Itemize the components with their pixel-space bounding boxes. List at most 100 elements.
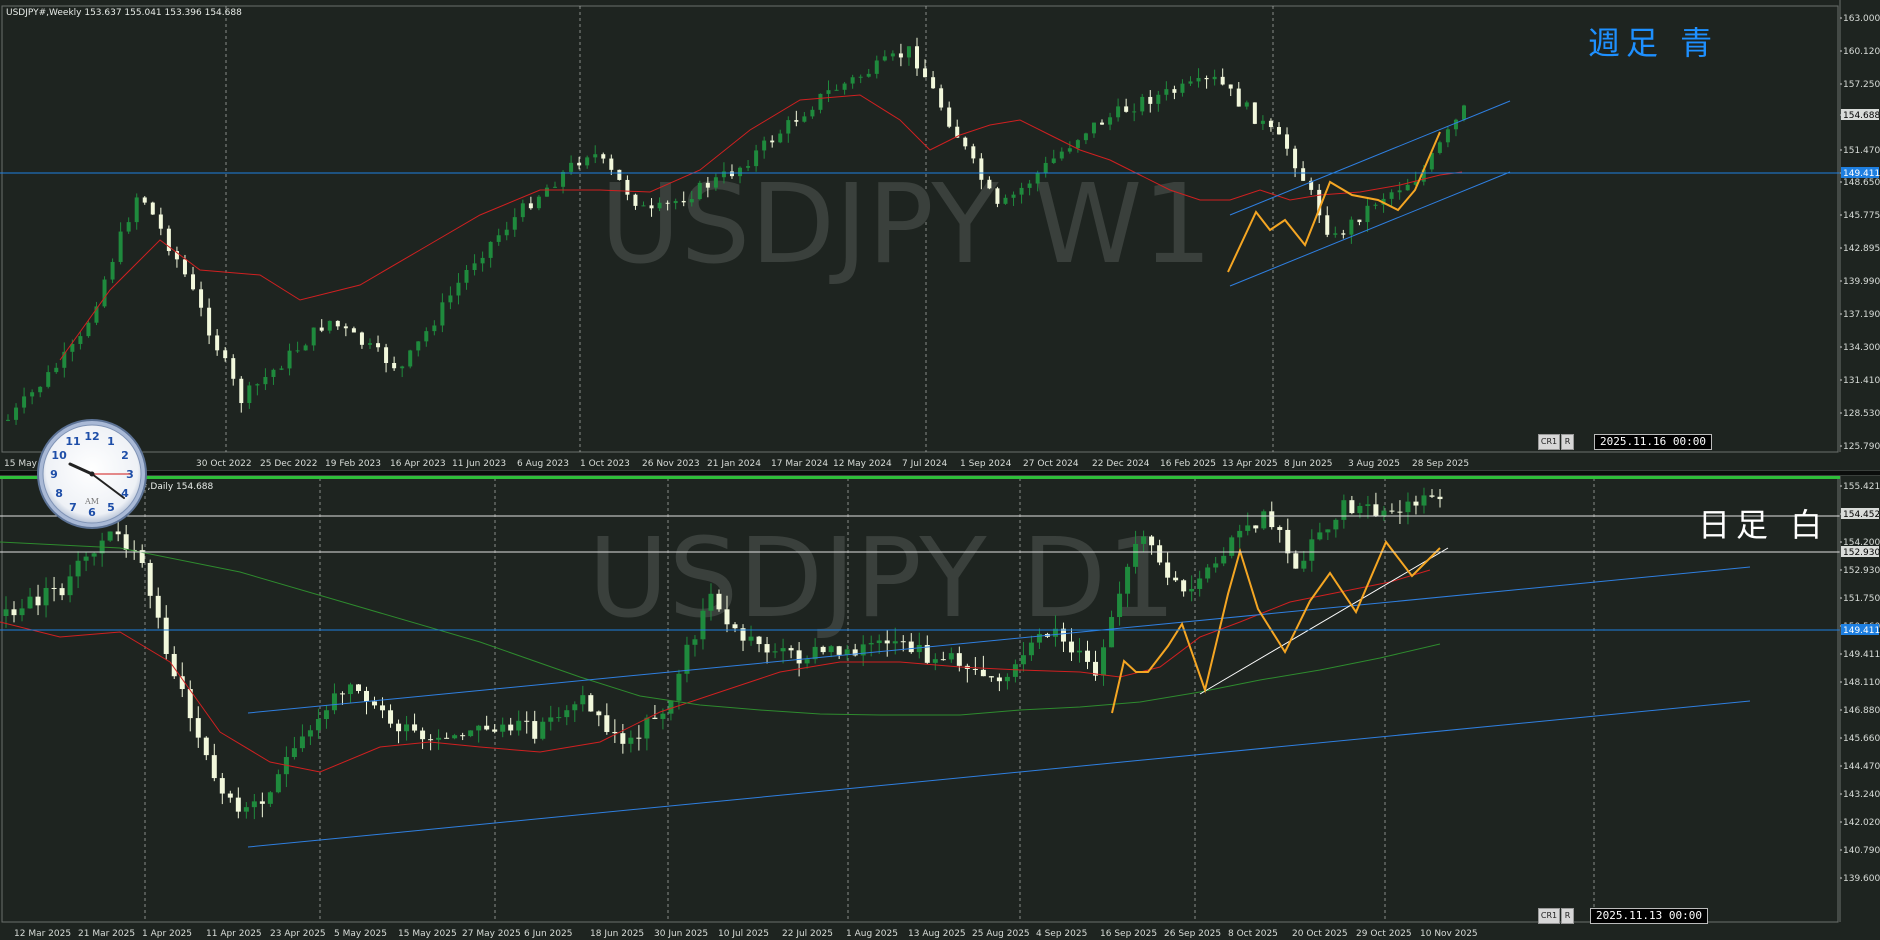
candle-body xyxy=(1188,81,1193,84)
clock-numeral: 12 xyxy=(84,430,99,443)
weekly-chart-pane[interactable]: USDJPY W1 163.000 160.120 157.250 154.688 151… xyxy=(0,0,1880,470)
candle-body xyxy=(641,205,646,207)
candle-body xyxy=(388,710,394,724)
candle-body xyxy=(548,717,554,722)
daily-channel-lower xyxy=(247,700,1751,848)
date-tick-label: 23 Apr 2025 xyxy=(270,929,326,939)
candle-body xyxy=(359,332,364,345)
candle-body xyxy=(1373,504,1379,516)
candle-body xyxy=(271,369,276,377)
candle-body xyxy=(1051,158,1056,163)
daily-cr-button[interactable]: CR1 xyxy=(1538,908,1560,924)
candle-body xyxy=(1413,501,1419,506)
weekly-channel-lower xyxy=(1229,171,1511,287)
clock-period: AM xyxy=(84,497,99,506)
candle-body xyxy=(299,736,305,749)
candle-body xyxy=(772,651,778,653)
candle-body xyxy=(480,257,485,264)
candle-body xyxy=(906,46,911,58)
date-tick-label: 15 May xyxy=(4,459,38,469)
daily-r-button[interactable]: R xyxy=(1561,908,1574,924)
price-tick-label: 134.300 xyxy=(1843,343,1880,353)
candle-body xyxy=(1052,628,1058,637)
candle-body xyxy=(1381,510,1387,516)
candle-body xyxy=(376,343,381,348)
price-tick-label: 151.750 xyxy=(1843,594,1880,604)
daily-chart-pane[interactable]: USDJPY D1155.421154.452154.200152.930151… xyxy=(0,476,1880,940)
candle-body xyxy=(1212,76,1217,80)
candle-body xyxy=(1020,655,1026,665)
candle-body xyxy=(150,202,155,215)
candle-body xyxy=(705,182,710,188)
date-tick-label: 5 May 2025 xyxy=(334,929,387,939)
candle-body xyxy=(1027,183,1032,188)
candle-body xyxy=(980,669,986,677)
clock-numeral: 6 xyxy=(88,506,96,519)
candle-body xyxy=(1309,539,1315,561)
price-box xyxy=(1841,508,1879,519)
candle-body xyxy=(339,693,345,695)
candle-body xyxy=(110,261,115,280)
candle-body xyxy=(400,366,405,369)
weekly-chart-canvas[interactable]: USDJPY W1 163.000 160.120 157.250 154.688 151… xyxy=(0,0,1880,470)
candle-body xyxy=(166,228,171,252)
date-tick-label: 26 Sep 2025 xyxy=(1164,929,1221,939)
clock-numeral: 9 xyxy=(50,468,58,481)
candle-body xyxy=(1012,664,1018,677)
candle-body xyxy=(794,120,799,122)
date-tick-label: 1 Oct 2023 xyxy=(580,459,630,469)
date-tick-label: 17 Mar 2024 xyxy=(771,459,828,469)
candle-body xyxy=(372,701,378,706)
daily-chart-canvas[interactable]: USDJPY D1155.421154.452154.200152.930151… xyxy=(0,476,1880,940)
candle-body xyxy=(22,396,27,408)
pane-divider[interactable] xyxy=(0,470,1880,476)
date-tick-label: 30 Jun 2025 xyxy=(654,929,708,939)
date-tick-label: 1 Aug 2025 xyxy=(846,929,898,939)
date-tick-label: 6 Jun 2025 xyxy=(524,929,572,939)
candle-body xyxy=(86,322,91,337)
candle-body xyxy=(1285,529,1291,554)
candle-body xyxy=(660,713,666,719)
candle-body xyxy=(436,737,442,740)
daily-timestamp: 2025.11.13 00:00 xyxy=(1590,908,1708,924)
chart-watermark: USDJPY D1 xyxy=(588,514,1176,642)
candle-body xyxy=(83,556,89,561)
candle-body xyxy=(665,202,670,204)
weekly-r-button[interactable]: R xyxy=(1561,434,1574,450)
candle-body xyxy=(351,328,356,333)
candle-body xyxy=(923,68,928,78)
candle-body xyxy=(963,137,968,147)
price-tick-label: 131.410 xyxy=(1843,376,1880,386)
candle-body xyxy=(971,146,976,159)
price-axis xyxy=(1840,0,1880,470)
date-tick-label: 18 Jun 2025 xyxy=(590,929,644,939)
candle-body xyxy=(1172,89,1177,93)
weekly-cr-button[interactable]: CR1 xyxy=(1538,434,1560,450)
candle-body xyxy=(1429,495,1435,497)
candle-body xyxy=(1349,219,1354,235)
price-tick-label: 142.895 xyxy=(1843,244,1880,254)
candle-body xyxy=(259,801,265,804)
candle-body xyxy=(818,93,823,110)
analog-clock-widget[interactable]: 121234567891011 AM xyxy=(36,418,148,530)
plot-frame xyxy=(1,5,1839,453)
candle-body xyxy=(1149,536,1155,546)
candle-body xyxy=(1067,148,1072,152)
candle-body xyxy=(1437,496,1443,500)
date-tick-label: 25 Dec 2022 xyxy=(260,459,318,469)
price-tick-label: 145.775 xyxy=(1843,211,1880,221)
candle-body xyxy=(215,335,220,351)
price-tick-label: 139.600 xyxy=(1843,874,1880,884)
candle-body xyxy=(1397,190,1402,193)
candle-body xyxy=(1156,94,1161,104)
clock-numeral: 2 xyxy=(121,449,129,462)
candle-body xyxy=(440,302,445,326)
candle-body xyxy=(553,186,558,188)
candle-body xyxy=(35,596,41,606)
candle-body xyxy=(914,46,919,69)
candle-body xyxy=(716,593,722,610)
candle-body xyxy=(988,676,994,678)
candle-body xyxy=(1325,529,1331,533)
candle-body xyxy=(628,737,634,744)
candle-body xyxy=(940,659,946,661)
